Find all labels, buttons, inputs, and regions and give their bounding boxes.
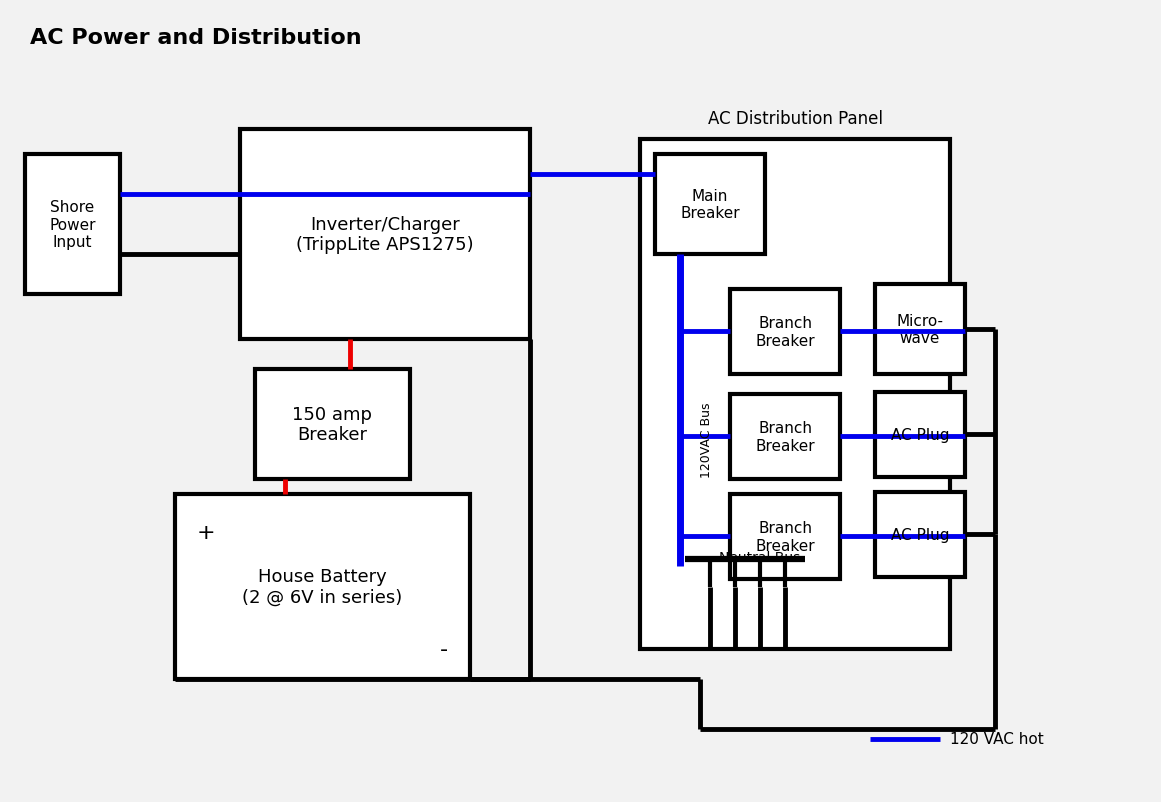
Bar — [255, 370, 410, 480]
Text: Shore
Power
Input: Shore Power Input — [49, 200, 95, 249]
Text: Main
Breaker: Main Breaker — [680, 188, 740, 221]
Text: Inverter/Charger
(TrippLite APS1275): Inverter/Charger (TrippLite APS1275) — [296, 215, 474, 254]
Bar — [175, 494, 470, 679]
Text: Neutral Bus: Neutral Bus — [720, 550, 801, 565]
Bar — [240, 130, 531, 339]
Text: 120 VAC hot: 120 VAC hot — [950, 731, 1044, 747]
Bar — [875, 285, 965, 375]
Bar — [26, 155, 120, 294]
Text: Branch
Breaker: Branch Breaker — [755, 421, 815, 453]
Text: AC Plug: AC Plug — [890, 427, 950, 443]
Text: 150 amp
Breaker: 150 amp Breaker — [293, 405, 373, 444]
Text: -: - — [440, 639, 448, 659]
Text: Micro-
wave: Micro- wave — [896, 314, 944, 346]
Bar — [875, 492, 965, 577]
Text: AC Distribution Panel: AC Distribution Panel — [707, 110, 882, 128]
Bar — [730, 290, 841, 375]
Bar — [655, 155, 765, 255]
Bar — [875, 392, 965, 477]
Text: +: + — [197, 522, 216, 542]
Text: AC Power and Distribution: AC Power and Distribution — [30, 28, 361, 48]
Bar — [730, 395, 841, 480]
Text: Branch
Breaker: Branch Breaker — [755, 520, 815, 553]
Text: House Battery
(2 @ 6V in series): House Battery (2 @ 6V in series) — [243, 567, 403, 606]
Text: 120VAC Bus: 120VAC Bus — [699, 402, 713, 477]
Text: Branch
Breaker: Branch Breaker — [755, 316, 815, 348]
Bar — [730, 494, 841, 579]
Bar — [640, 140, 950, 649]
Text: AC Plug: AC Plug — [890, 528, 950, 542]
